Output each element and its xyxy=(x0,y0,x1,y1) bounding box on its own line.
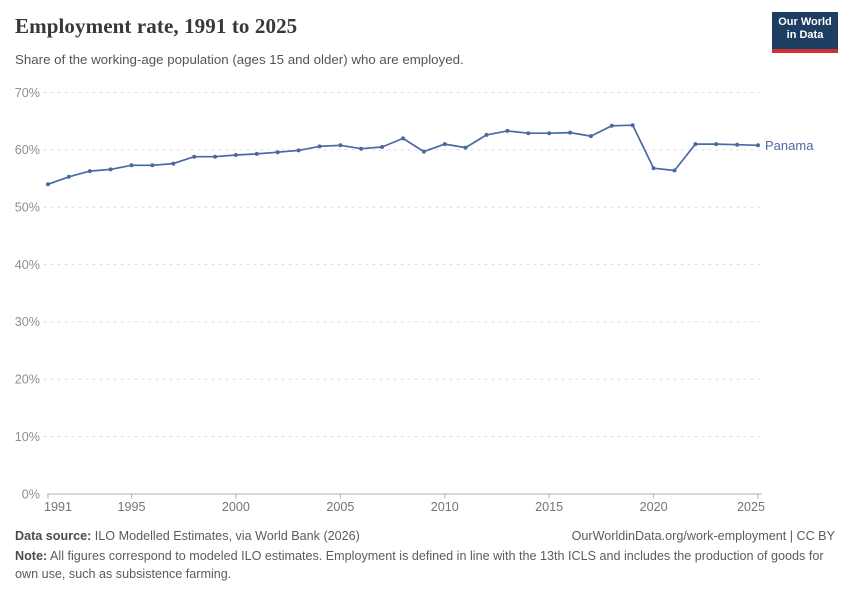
chart-note-label: Note: xyxy=(15,549,48,564)
y-tick-label-70: 70% xyxy=(15,86,40,100)
x-tick-label-1995: 1995 xyxy=(118,500,146,514)
data-point-2025[interactable] xyxy=(756,143,760,148)
owid-url-link[interactable]: OurWorldinData.org/work-employment | CC … xyxy=(571,529,835,543)
chart-canvas[interactable]: 0% 10% 20% 30% 40% 50% 60% 70% 1991 1995 2000 2005 2… xyxy=(0,0,850,525)
data-point-1995[interactable] xyxy=(129,163,134,168)
data-point-1994[interactable] xyxy=(108,167,113,172)
data-point-2004[interactable] xyxy=(317,144,322,149)
data-point-2016[interactable] xyxy=(568,130,573,135)
page-title: Employment rate, 1991 to 2025 xyxy=(15,14,298,38)
data-point-1998[interactable] xyxy=(192,154,197,159)
y-tick-label-20: 20% xyxy=(15,373,40,387)
owid-logo-line2: in Data xyxy=(786,29,824,41)
y-tick-label-40: 40% xyxy=(15,258,40,272)
chart-note-text: All figures correspond to modeled ILO es… xyxy=(15,549,824,581)
x-tick-label-2025: 2025 xyxy=(737,500,765,514)
y-tick-label-60: 60% xyxy=(15,143,40,157)
chart-footer: Data source: ILO Modelled Estimates, via… xyxy=(15,528,835,583)
data-point-2013[interactable] xyxy=(505,128,510,133)
data-point-2019[interactable] xyxy=(630,123,635,128)
x-tick-label-2005: 2005 xyxy=(326,500,354,514)
series-line-panama[interactable] xyxy=(47,124,759,186)
data-point-1999[interactable] xyxy=(213,154,218,159)
data-point-2023[interactable] xyxy=(714,142,719,147)
data-point-2018[interactable] xyxy=(609,123,614,128)
y-tick-label-10: 10% xyxy=(15,430,40,444)
owid-logo-line1: Our World xyxy=(778,16,832,28)
data-point-2001[interactable] xyxy=(254,151,259,156)
x-tick-label-1991: 1991 xyxy=(44,500,72,514)
data-point-2005[interactable] xyxy=(338,143,343,148)
data-point-2003[interactable] xyxy=(296,148,301,153)
x-tick-label-2020: 2020 xyxy=(640,500,668,514)
data-point-1997[interactable] xyxy=(171,161,176,166)
owid-logo[interactable]: Our World in Data xyxy=(772,12,838,53)
data-point-1993[interactable] xyxy=(87,169,92,174)
data-point-1992[interactable] xyxy=(66,174,71,179)
data-point-2011[interactable] xyxy=(463,145,468,150)
data-point-2010[interactable] xyxy=(442,142,447,147)
data-point-2015[interactable] xyxy=(547,131,552,136)
data-point-2022[interactable] xyxy=(693,142,698,147)
x-tick-label-2010: 2010 xyxy=(431,500,459,514)
data-point-2014[interactable] xyxy=(526,131,531,136)
page-subtitle: Share of the working-age population (age… xyxy=(15,52,464,67)
chart-note: Note: All figures correspond to modeled … xyxy=(15,548,835,583)
y-tick-label-0: 0% xyxy=(22,487,40,501)
x-tick-label-2000: 2000 xyxy=(222,500,250,514)
data-source-text: ILO Modelled Estimates, via World Bank (… xyxy=(91,529,360,543)
data-point-2021[interactable] xyxy=(672,168,677,173)
y-tick-label-30: 30% xyxy=(15,315,40,329)
data-point-2012[interactable] xyxy=(484,132,489,137)
data-point-2009[interactable] xyxy=(421,149,426,154)
data-point-2017[interactable] xyxy=(588,134,593,139)
data-point-1991[interactable] xyxy=(46,182,50,187)
data-point-1996[interactable] xyxy=(150,163,155,168)
data-point-2007[interactable] xyxy=(380,145,385,149)
data-point-2006[interactable] xyxy=(359,146,364,151)
x-tick-label-2015: 2015 xyxy=(535,500,563,514)
data-source: Data source: ILO Modelled Estimates, via… xyxy=(15,528,360,545)
data-point-2008[interactable] xyxy=(401,136,405,141)
entity-label-panama[interactable]: Panama xyxy=(765,138,814,153)
y-tick-label-50: 50% xyxy=(15,201,40,215)
data-point-2000[interactable] xyxy=(233,153,238,157)
data-point-2020[interactable] xyxy=(651,166,656,171)
data-source-label: Data source: xyxy=(15,529,92,543)
data-point-2024[interactable] xyxy=(735,142,740,147)
data-point-2002[interactable] xyxy=(275,150,280,155)
